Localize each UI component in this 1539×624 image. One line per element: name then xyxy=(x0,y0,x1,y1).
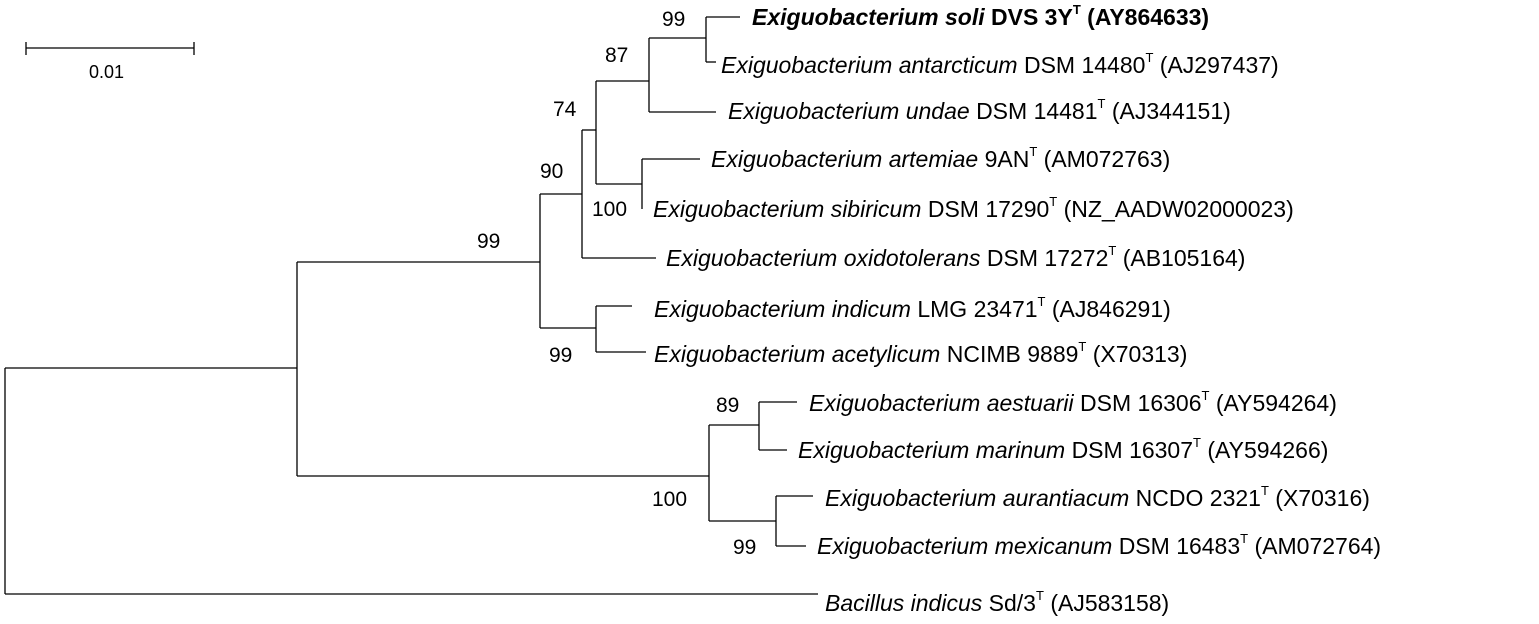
bootstrap-undae-clade: 87 xyxy=(605,44,629,67)
taxon-label-bacillus-indicus: Bacillus indicus Sd/3T (AJ583158) xyxy=(825,588,1170,616)
taxon-label-marinum: Exiguobacterium marinum DSM 16307T (AY59… xyxy=(798,435,1329,463)
scale-bar-label: 0.01 xyxy=(89,62,125,82)
scale-bar xyxy=(25,42,195,55)
bootstrap-aurantiacum-mexicanum: 99 xyxy=(733,536,757,559)
taxon-label-aestuarii: Exiguobacterium aestuarii DSM 16306T (AY… xyxy=(809,388,1337,416)
taxon-label-mexicanum: Exiguobacterium mexicanum DSM 16483T (AM… xyxy=(817,531,1382,559)
bootstrap-aestuarii-marinum: 89 xyxy=(716,394,740,417)
taxon-label-artemiae: Exiguobacterium artemiae 9ANT (AM072763) xyxy=(711,144,1171,172)
bootstrap-artemiae-clade: 74 xyxy=(553,98,577,121)
bootstrap-exiguo-main: 99 xyxy=(477,230,501,253)
taxon-label-indicum: Exiguobacterium indicum LMG 23471T (AJ84… xyxy=(654,294,1171,322)
bootstrap-oxidotolerans-clade: 90 xyxy=(540,160,564,183)
taxon-label-sibiricum: Exiguobacterium sibiricum DSM 17290T (NZ… xyxy=(653,194,1294,222)
bootstrap-marine-clade: 100 xyxy=(652,488,688,511)
bootstrap-indicum-acetylicum: 99 xyxy=(549,344,573,367)
bootstrap-soli-antarcticum: 99 xyxy=(662,8,686,31)
taxon-label-undae: Exiguobacterium undae DSM 14481T (AJ3441… xyxy=(728,96,1231,124)
bootstrap-artemiae-sibiricum: 100 xyxy=(592,198,628,221)
taxon-label-soli: Exiguobacterium soli DVS 3YT (AY864633) xyxy=(752,2,1210,30)
taxon-label-aurantiacum: Exiguobacterium aurantiacum NCDO 2321T (… xyxy=(825,483,1370,511)
taxon-label-oxidotolerans: Exiguobacterium oxidotolerans DSM 17272T… xyxy=(666,243,1246,271)
taxon-label-acetylicum: Exiguobacterium acetylicum NCIMB 9889T (… xyxy=(654,339,1188,367)
taxon-label-antarcticum: Exiguobacterium antarcticum DSM 14480T (… xyxy=(721,50,1279,78)
